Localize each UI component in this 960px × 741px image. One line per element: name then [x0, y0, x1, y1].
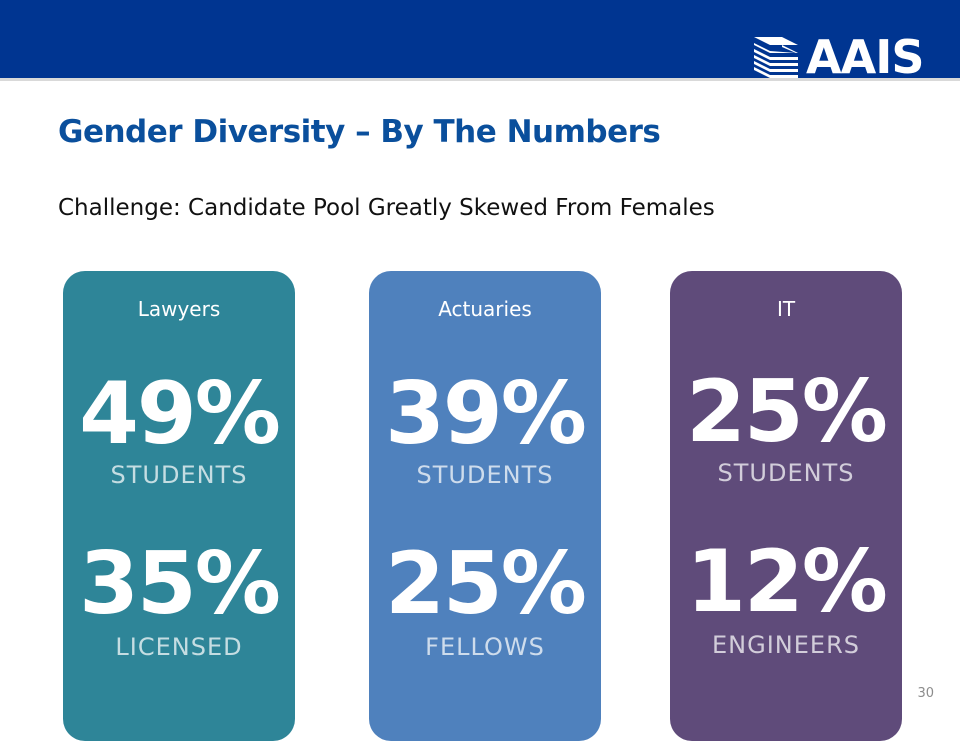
header-bar — [0, 0, 960, 78]
card-caption-primary: STUDENTS — [416, 461, 554, 489]
aais-logo: AAIS — [752, 34, 932, 80]
logo-text: AAIS — [806, 30, 924, 84]
card-stat-primary: 25% — [686, 362, 888, 462]
card-stat-secondary: 35% — [79, 534, 281, 634]
card-stat-secondary: 12% — [686, 532, 888, 632]
header-divider — [0, 78, 960, 81]
card-lawyers: Lawyers 49% STUDENTS 35% LICENSED — [63, 271, 295, 741]
card-label: Actuaries — [438, 297, 532, 321]
card-stat-secondary: 25% — [385, 534, 587, 634]
slide-title: Gender Diversity – By The Numbers — [58, 114, 661, 150]
card-caption-primary: STUDENTS — [110, 461, 248, 489]
card-label: Lawyers — [137, 297, 221, 321]
card-actuaries: Actuaries 39% STUDENTS 25% FELLOWS — [369, 271, 601, 741]
card-stat-primary: 39% — [385, 364, 587, 464]
card-caption-secondary: LICENSED — [115, 633, 243, 661]
card-stat-primary: 49% — [79, 364, 281, 464]
card-caption-secondary: FELLOWS — [425, 633, 545, 661]
card-caption-primary: STUDENTS — [717, 459, 855, 487]
card-label: IT — [776, 297, 796, 321]
slide-subtitle: Challenge: Candidate Pool Greatly Skewed… — [58, 195, 715, 221]
page-number: 30 — [917, 686, 934, 701]
book-stack-icon — [754, 37, 798, 78]
card-caption-secondary: ENGINEERS — [712, 631, 860, 659]
card-it: IT 25% STUDENTS 12% ENGINEERS — [670, 271, 902, 741]
